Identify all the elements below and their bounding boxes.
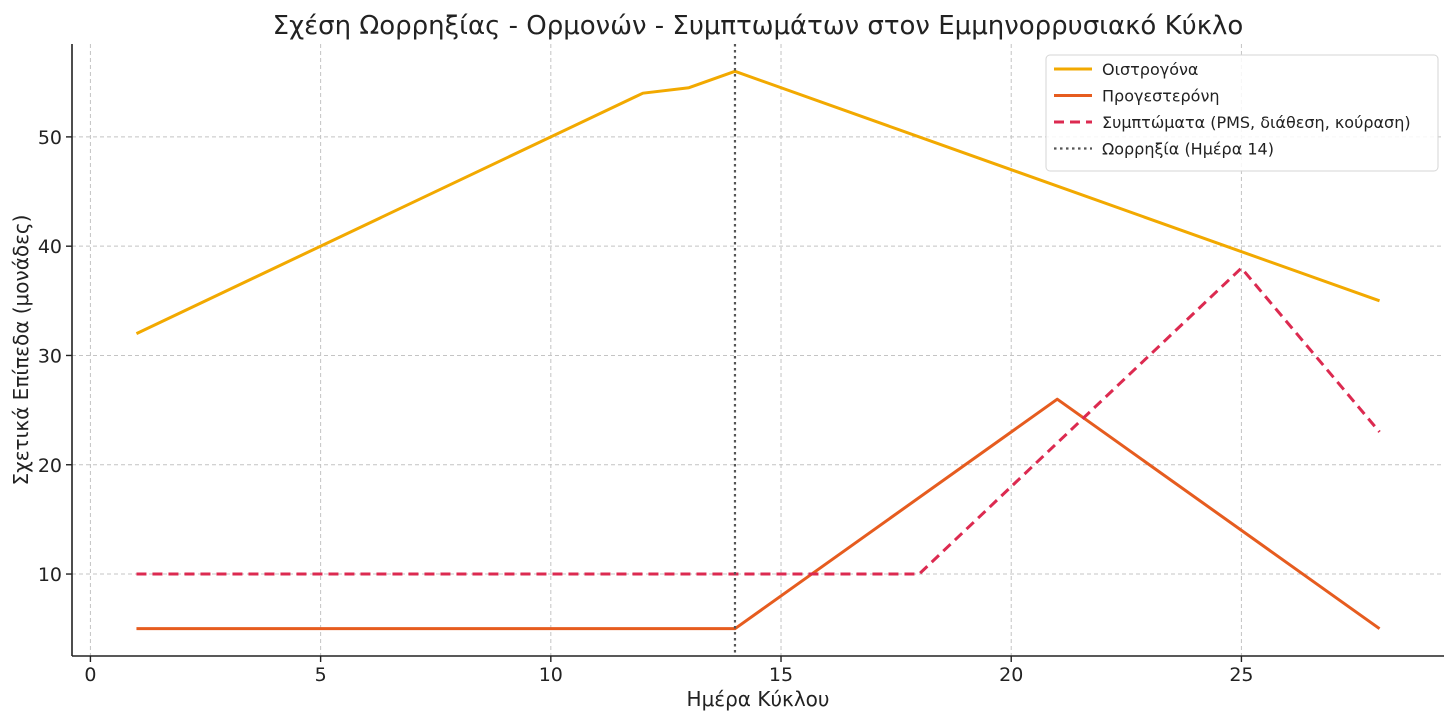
x-axis-title: Ημέρα Κύκλου [687,687,830,711]
x-tick-label: 10 [539,664,563,686]
x-tick-label: 5 [315,664,327,686]
legend-label: Ωορρηξία (Ημέρα 14) [1102,140,1274,159]
plot-area [135,44,1381,656]
y-tick-label: 50 [38,127,62,149]
y-axis-title: Σχετικά Επίπεδα (μονάδες) [9,215,33,486]
x-tick-label: 0 [84,664,96,686]
series-line-1 [135,69,1381,335]
y-tick-label: 10 [38,564,62,586]
legend-box [1045,54,1439,172]
legend: Οιστρογόνα Προγεστερόνη Συμπτώματα (PMS, δ… [1045,54,1439,172]
series-line-2 [136,397,1381,631]
x-tick-label: 20 [999,664,1023,686]
axes: 0 5 10 15 20 25 10 20 30 40 50 [38,44,1444,686]
x-tick-label: 15 [769,664,793,686]
series-line-3 [136,266,1381,576]
legend-label: Οιστρογόνα [1102,60,1198,79]
chart-title: Σχέση Ωορρηξίας - Ορμονών - Συμπτωμάτων … [273,11,1244,41]
y-tick-label: 30 [38,345,62,367]
y-tick-label: 20 [38,455,62,477]
legend-label: Προγεστερόνη [1102,87,1220,106]
legend-label: Συμπτώματα (PMS, διάθεση, κούραση) [1102,113,1411,132]
y-tick-label: 40 [38,236,62,258]
x-tick-label: 25 [1229,664,1253,686]
